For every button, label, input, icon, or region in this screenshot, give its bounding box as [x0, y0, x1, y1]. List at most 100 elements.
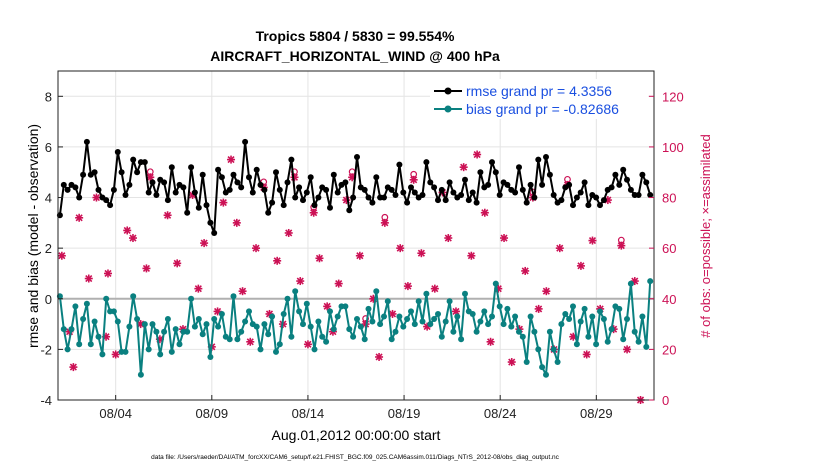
- rmse-point: [635, 192, 642, 198]
- rmse-point: [284, 179, 291, 186]
- rmse-point: [616, 181, 623, 188]
- bias-point: [238, 328, 245, 335]
- obs-assimilated-marker: [252, 244, 261, 253]
- rmse-point: [519, 186, 526, 193]
- bias-point: [280, 311, 287, 317]
- bias-point: [176, 341, 183, 348]
- obs-assimilated-marker: [542, 287, 551, 296]
- bias-point: [384, 298, 391, 305]
- rmse-point: [419, 192, 426, 198]
- y-left-tick-label: 6: [45, 140, 52, 155]
- rmse-point: [489, 159, 495, 166]
- bias-point: [392, 328, 399, 335]
- y-right-tick-label: 120: [662, 89, 684, 104]
- rmse-point: [462, 176, 468, 183]
- y-left-tick-label: 0: [45, 292, 52, 307]
- rmse-point: [273, 169, 279, 176]
- obs-assimilated-marker: [173, 259, 182, 268]
- rmse-point: [172, 189, 179, 196]
- legend-swatch-marker: [444, 87, 452, 95]
- bias-point: [566, 316, 573, 322]
- bias-point: [99, 351, 106, 358]
- bias-point: [215, 323, 222, 330]
- rmse-point: [207, 219, 214, 226]
- rmse-point: [442, 197, 449, 204]
- bias-point: [469, 311, 476, 317]
- bias-point: [168, 348, 175, 355]
- bias-point: [631, 328, 638, 335]
- rmse-point: [350, 194, 357, 201]
- bias-point: [83, 300, 90, 307]
- bias-point: [581, 305, 588, 312]
- rmse-point: [558, 197, 565, 204]
- bias-point: [276, 341, 283, 348]
- obs-assimilated-marker: [375, 352, 384, 361]
- bias-point: [377, 321, 384, 328]
- y-left-tick-label: 4: [45, 191, 52, 206]
- obs-assimilated-marker: [238, 287, 247, 296]
- bias-point: [292, 288, 299, 295]
- bias-point: [346, 326, 353, 333]
- obs-assimilated-marker: [588, 236, 597, 245]
- bias-point: [114, 318, 121, 325]
- obs-assimilated-marker: [103, 269, 112, 278]
- bias-point: [149, 321, 156, 328]
- bias-point: [226, 336, 233, 343]
- rmse-point: [527, 181, 534, 188]
- bias-point: [172, 326, 179, 333]
- rmse-point: [246, 174, 252, 181]
- rmse-point: [469, 189, 476, 196]
- obs-assimilated-marker: [75, 213, 84, 222]
- y-left-tick-label: 8: [45, 89, 52, 104]
- bias-point: [523, 359, 530, 365]
- bias-point: [431, 316, 438, 322]
- rmse-point: [512, 189, 519, 196]
- bias-point: [145, 346, 152, 353]
- bias-point: [269, 313, 276, 320]
- bias-point: [68, 326, 75, 333]
- obs-assimilated-marker: [507, 358, 516, 367]
- legend-swatch-marker: [444, 105, 452, 113]
- rmse-point: [365, 194, 372, 201]
- bias-point: [184, 328, 191, 335]
- bias-point: [597, 308, 603, 315]
- rmse-point: [535, 156, 542, 163]
- bias-point: [122, 348, 129, 355]
- rmse-point: [261, 186, 268, 193]
- rmse-point: [215, 166, 222, 173]
- rmse-point: [184, 209, 191, 216]
- rmse-point: [161, 179, 168, 186]
- bias-point: [504, 305, 511, 312]
- bias-point: [415, 298, 422, 305]
- bias-point: [354, 316, 360, 322]
- rmse-point: [531, 194, 538, 201]
- y-right-tick-label: 60: [662, 241, 676, 256]
- rmse-point: [72, 184, 79, 191]
- bias-point: [639, 313, 646, 320]
- obs-assimilated-marker: [227, 155, 236, 164]
- bias-point: [195, 316, 202, 322]
- rmse-series: [56, 138, 654, 236]
- obs-assimilated-marker: [142, 264, 151, 273]
- rmse-point: [446, 179, 453, 186]
- rmse-point: [218, 174, 225, 181]
- rmse-point: [577, 189, 584, 196]
- rmse-point: [392, 192, 399, 198]
- bias-point: [604, 338, 611, 345]
- rmse-point: [450, 189, 457, 196]
- rmse-point: [303, 189, 310, 196]
- rmse-point: [423, 159, 430, 166]
- rmse-point: [539, 181, 546, 188]
- rmse-point: [612, 171, 619, 178]
- bias-series: [56, 278, 654, 378]
- bias-point: [141, 321, 148, 328]
- rmse-point: [76, 194, 83, 201]
- rmse-point: [438, 186, 445, 193]
- bias-point: [577, 318, 584, 325]
- rmse-point: [546, 171, 553, 178]
- bias-point: [408, 308, 414, 315]
- bias-point: [87, 341, 94, 348]
- bias-point: [261, 321, 268, 328]
- rmse-point: [600, 197, 607, 204]
- bias-point: [543, 371, 549, 378]
